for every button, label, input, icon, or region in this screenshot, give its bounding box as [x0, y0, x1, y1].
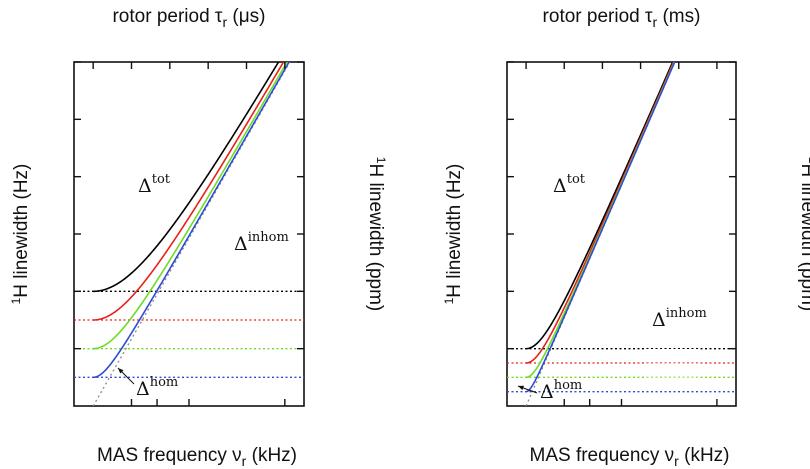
y-axis-title-left-main: H linewidth (Hz) — [444, 164, 465, 298]
total-linewidth-curve — [93, 62, 290, 379]
x-axis-title-bottom-sub: r — [242, 453, 247, 469]
y-axis-title-right-sup: 1 — [374, 157, 388, 164]
y-axis-title-left: 1H linewidth (Hz) — [9, 164, 32, 305]
series-label-bg — [644, 363, 698, 377]
total-linewidth-curve — [93, 62, 288, 350]
hom-linewidth-line — [525, 62, 676, 406]
plot-area — [507, 62, 736, 406]
delta-inhom-annotation: Δinhom — [234, 230, 289, 255]
y-axis-title-right: 1H linewidth (ppm) — [797, 157, 810, 312]
y-axis-title-left: 1H linewidth (Hz) — [442, 164, 465, 305]
plot-area — [74, 62, 304, 406]
delta-hom-symbol: Δ — [136, 378, 150, 400]
delta-inhom-symbol: Δ — [234, 233, 248, 255]
y-axis-title-right-main: H linewidth (ppm) — [365, 163, 386, 311]
delta-hom-symbol: Δ — [540, 381, 554, 403]
x-axis-title-top: rotor period τr (ms) — [543, 6, 701, 30]
delta-hom-sup: hom — [554, 378, 583, 393]
delta-tot-symbol: Δ — [138, 175, 152, 197]
x-axis-title-bottom: MAS frequency νr (kHz) — [530, 445, 730, 469]
x-axis-title-top-main: rotor period τ — [543, 6, 653, 27]
x-axis-title-bottom-unit: (kHz) — [679, 445, 730, 466]
y-axis-title-left-sup: 1 — [442, 297, 456, 304]
delta-tot-annotation: Δtot — [138, 172, 171, 197]
x-axis-title-top-unit: (ms) — [657, 6, 700, 27]
y-axis-title-right-main: H linewidth (ppm) — [797, 163, 810, 311]
delta-hom-annotation: Δhom — [540, 378, 582, 403]
series-label-bg — [644, 334, 698, 348]
chart-panel-a: rotor period τr (μs)MAS frequency νr (kH… — [9, 6, 388, 469]
x-axis-title-bottom: MAS frequency νr (kHz) — [97, 445, 297, 469]
x-axis-title-top-sub: r — [653, 14, 658, 30]
x-axis-title-bottom-sub: r — [674, 453, 679, 469]
hom-arrow-head — [518, 385, 524, 391]
x-axis-title-bottom-main: MAS frequency ν — [530, 445, 675, 466]
y-axis-title-left-sup: 1 — [9, 297, 23, 304]
total-linewidth-curve — [93, 62, 285, 321]
delta-inhom-sup: inhom — [666, 306, 707, 321]
total-linewidth-curve — [525, 62, 676, 393]
total-linewidth-curve — [526, 62, 675, 364]
y-axis-title-right: 1H linewidth (ppm) — [365, 157, 388, 312]
delta-inhom-sup: inhom — [248, 230, 289, 245]
x-axis-title-top: rotor period τr (μs) — [112, 6, 265, 30]
delta-inhom-annotation: Δinhom — [652, 306, 707, 331]
y-axis-title-left-main: H linewidth (Hz) — [11, 164, 32, 298]
delta-tot-sup: tot — [152, 172, 171, 187]
plot-frame — [506, 61, 737, 407]
x-axis-title-top-unit: (μs) — [227, 6, 265, 27]
series-label-bg — [644, 377, 698, 391]
hom-arrow-head — [118, 368, 124, 374]
delta-tot-symbol: Δ — [553, 175, 567, 197]
delta-inhom-symbol: Δ — [652, 309, 666, 331]
total-linewidth-curve — [526, 62, 674, 350]
hom-linewidth-line — [92, 62, 291, 406]
series-label-bg — [644, 349, 698, 362]
x-axis-title-top-sub: r — [222, 14, 227, 30]
x-axis-title-top-main: rotor period τ — [112, 6, 222, 27]
chart-panel-b: rotor period τr (ms)MAS frequency νr (kH… — [442, 6, 810, 469]
delta-hom-sup: hom — [150, 375, 179, 390]
total-linewidth-curve — [93, 62, 280, 293]
y-axis-title-right-sup: 1 — [806, 157, 810, 164]
delta-tot-annotation: Δtot — [553, 172, 586, 197]
delta-hom-annotation: Δhom — [136, 375, 178, 400]
x-axis-title-bottom-unit: (kHz) — [246, 445, 297, 466]
delta-tot-sup: tot — [567, 172, 586, 187]
x-axis-title-bottom-main: MAS frequency ν — [97, 445, 242, 466]
